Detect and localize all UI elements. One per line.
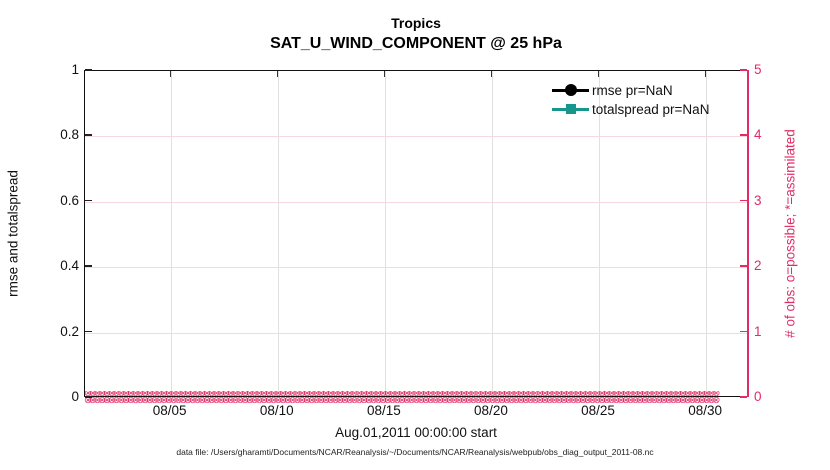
obs-marker-row: ⊗⊗⊗⊗⊗⊗⊗⊗⊗⊗⊗⊗⊗⊗⊗⊗⊗⊗⊗⊗⊗⊗⊗⊗⊗⊗⊗⊗⊗⊗⊗⊗⊗⊗⊗⊗⊗⊗⊗⊗… — [84, 394, 720, 406]
y-gridline — [85, 136, 748, 138]
x-tick-mark — [383, 71, 386, 77]
legend-square-marker-icon — [565, 104, 576, 115]
left-y-tick-mark — [85, 330, 92, 333]
x-tick-label: 08/10 — [259, 403, 294, 418]
right-y-tick-label: 4 — [754, 127, 762, 143]
x-axis-label: Aug.01,2011 00:00:00 start — [335, 425, 497, 440]
y-gridline — [85, 332, 748, 334]
data-file-footer: data file: /Users/gharamti/Documents/NCA… — [176, 447, 654, 457]
x-tick-label: 08/30 — [688, 403, 723, 418]
left-y-tick-label: 0.8 — [60, 127, 79, 143]
legend-line-sample — [552, 84, 589, 97]
right-y-tick-mark — [740, 134, 747, 136]
y-gridline — [85, 267, 748, 269]
right-y-tick-label: 5 — [754, 62, 762, 77]
right-y-tick-mark — [740, 199, 747, 202]
legend-label: totalspread pr=NaN — [592, 102, 710, 117]
right-y-tick-label: 2 — [754, 258, 762, 274]
left-y-tick-mark — [85, 265, 92, 267]
right-y-tick-mark — [740, 330, 747, 333]
legend-circle-marker-icon — [564, 84, 577, 97]
left-y-tick-label: 0.4 — [60, 258, 79, 274]
left-y-tick-mark — [85, 69, 92, 71]
legend-item: rmse pr=NaN — [552, 81, 709, 100]
left-y-tick-mark — [85, 396, 92, 398]
x-tick-label: 08/25 — [581, 403, 615, 418]
left-y-tick-mark — [85, 134, 92, 136]
right-y-tick-mark — [740, 69, 747, 71]
title-block: Tropics SAT_U_WIND_COMPONENT @ 25 hPa — [84, 14, 748, 54]
left-y-tick-label: 0.2 — [60, 323, 79, 339]
x-tick-mark — [705, 71, 707, 77]
x-gridline — [277, 71, 279, 396]
right-y-tick-label: 1 — [754, 323, 762, 339]
right-y-tick-mark — [740, 265, 747, 267]
x-tick-mark — [598, 71, 600, 77]
x-tick-mark — [490, 71, 493, 77]
figure-suptitle: Tropics — [391, 15, 441, 31]
x-gridline — [491, 71, 493, 396]
left-y-tick-label: 1 — [71, 62, 79, 77]
legend-item: totalspread pr=NaN — [552, 100, 709, 119]
legend: rmse pr=NaN totalspread pr=NaN — [552, 81, 709, 119]
left-y-tick-label: 0.6 — [60, 192, 79, 208]
obs-count-marker-band: ⊗⊗⊗⊗⊗⊗⊗⊗⊗⊗⊗⊗⊗⊗⊗⊗⊗⊗⊗⊗⊗⊗⊗⊗⊗⊗⊗⊗⊗⊗⊗⊗⊗⊗⊗⊗⊗⊗⊗⊗… — [84, 391, 754, 407]
left-y-tick-mark — [85, 199, 92, 202]
x-tick-mark — [169, 71, 171, 77]
x-gridline — [384, 71, 386, 396]
right-y-tick-label: 3 — [754, 192, 762, 208]
x-gridline — [170, 71, 172, 396]
y-gridline — [85, 201, 748, 203]
x-tick-label: 08/15 — [366, 403, 401, 418]
left-y-tick-label: 0 — [71, 389, 79, 404]
obs-marker-row: ⊗⊗⊗⊗⊗⊗⊗⊗⊗⊗⊗⊗⊗⊗⊗⊗⊗⊗⊗⊗⊗⊗⊗⊗⊗⊗⊗⊗⊗⊗⊗⊗⊗⊗⊗⊗⊗⊗⊗⊗… — [84, 390, 720, 399]
x-tick-label: 08/05 — [152, 403, 187, 418]
plot-area — [84, 70, 748, 397]
x-gridline — [599, 71, 601, 396]
figure-title: SAT_U_WIND_COMPONENT @ 25 hPa — [270, 34, 562, 52]
right-y-tick-mark — [740, 396, 747, 398]
x-gridline — [706, 71, 708, 396]
x-tick-label: 08/20 — [474, 403, 508, 418]
right-axis-spine — [746, 70, 749, 397]
right-y-tick-label: 0 — [754, 389, 762, 404]
legend-label: rmse pr=NaN — [592, 83, 673, 98]
legend-line-sample — [552, 104, 589, 115]
x-tick-mark — [276, 71, 278, 77]
y-axis-label-left: rmse and totalspread — [5, 170, 21, 297]
